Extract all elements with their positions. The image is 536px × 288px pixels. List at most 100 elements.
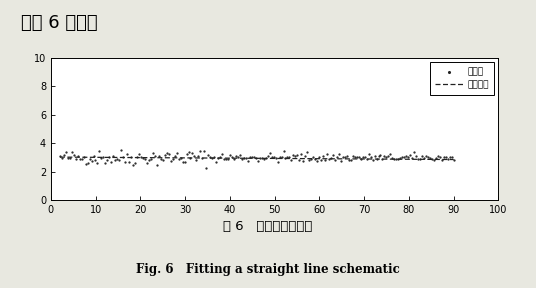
边界点 bbox=[89, 154, 98, 159]
边界点 bbox=[378, 157, 387, 161]
边界点 bbox=[303, 150, 311, 154]
边界点 bbox=[431, 156, 440, 160]
边界点 bbox=[85, 157, 94, 162]
边界点 bbox=[162, 151, 171, 156]
Legend: 边界点, 拟合直线: 边界点, 拟合直线 bbox=[430, 62, 494, 94]
边界点 bbox=[394, 157, 403, 161]
边界点 bbox=[437, 158, 446, 162]
边界点 bbox=[315, 155, 323, 160]
边界点 bbox=[382, 154, 391, 159]
Text: 图 6   直线拟合示意图: 图 6 直线拟合示意图 bbox=[224, 220, 312, 233]
边界点 bbox=[333, 155, 341, 159]
边界点 bbox=[440, 155, 448, 159]
边界点 bbox=[345, 157, 353, 162]
边界点 bbox=[327, 156, 336, 160]
边界点 bbox=[159, 158, 167, 162]
边界点 bbox=[283, 154, 292, 159]
边界点 bbox=[293, 153, 302, 158]
Text: Fig. 6   Fitting a straight line schematic: Fig. 6 Fitting a straight line schematic bbox=[136, 263, 400, 276]
边界点 bbox=[319, 154, 327, 159]
边界点 bbox=[301, 154, 310, 158]
边界点 bbox=[79, 154, 88, 159]
边界点 bbox=[368, 157, 377, 162]
边界点 bbox=[70, 153, 78, 157]
边界点 bbox=[412, 154, 420, 158]
边界点 bbox=[194, 154, 203, 158]
边界点 bbox=[140, 156, 149, 161]
边界点 bbox=[184, 149, 193, 154]
边界点 bbox=[340, 155, 349, 159]
Text: 如图 6 所示。: 如图 6 所示。 bbox=[21, 14, 98, 32]
边界点 bbox=[281, 156, 290, 160]
边界点 bbox=[404, 155, 413, 160]
边界点 bbox=[192, 158, 200, 162]
边界点 bbox=[276, 155, 284, 160]
边界点 bbox=[57, 156, 66, 160]
边界点 bbox=[147, 157, 155, 162]
边界点 bbox=[376, 153, 385, 158]
边界点 bbox=[131, 160, 139, 165]
边界点 bbox=[442, 154, 450, 159]
边界点 bbox=[299, 158, 308, 163]
边界点 bbox=[348, 154, 357, 159]
边界点 bbox=[95, 149, 104, 154]
边界点 bbox=[309, 155, 317, 160]
边界点 bbox=[109, 154, 117, 158]
边界点 bbox=[251, 156, 260, 160]
边界点 bbox=[370, 154, 379, 158]
边界点 bbox=[151, 154, 159, 158]
边界点 bbox=[337, 159, 345, 164]
边界点 bbox=[449, 157, 458, 162]
边界点 bbox=[188, 151, 197, 156]
边界点 bbox=[174, 157, 183, 162]
边界点 bbox=[443, 157, 452, 161]
边界点 bbox=[426, 155, 434, 160]
边界点 bbox=[208, 156, 217, 160]
边界点 bbox=[386, 151, 394, 156]
边界点 bbox=[242, 156, 250, 161]
边界点 bbox=[198, 155, 207, 160]
边界点 bbox=[351, 155, 359, 159]
边界点 bbox=[224, 156, 233, 161]
边界点 bbox=[182, 152, 191, 156]
边界点 bbox=[230, 156, 239, 161]
边界点 bbox=[418, 154, 426, 159]
边界点 bbox=[107, 160, 116, 164]
边界点 bbox=[117, 147, 125, 152]
边界点 bbox=[123, 152, 131, 156]
边界点 bbox=[148, 151, 157, 156]
边界点 bbox=[402, 154, 411, 158]
边界点 bbox=[305, 158, 314, 162]
边界点 bbox=[210, 155, 219, 160]
边界点 bbox=[287, 158, 296, 162]
边界点 bbox=[228, 154, 236, 159]
边界点 bbox=[145, 158, 153, 163]
边界点 bbox=[56, 154, 64, 158]
边界点 bbox=[115, 158, 123, 162]
边界点 bbox=[243, 159, 252, 163]
边界点 bbox=[366, 154, 375, 159]
边界点 bbox=[396, 155, 405, 160]
边界点 bbox=[133, 154, 142, 159]
边界点 bbox=[339, 155, 347, 159]
边界点 bbox=[77, 157, 86, 161]
边界点 bbox=[313, 159, 322, 163]
边界点 bbox=[81, 162, 90, 166]
边界点 bbox=[65, 156, 74, 160]
边界点 bbox=[390, 156, 399, 161]
边界点 bbox=[76, 157, 84, 161]
边界点 bbox=[63, 156, 72, 160]
边界点 bbox=[204, 153, 213, 158]
边界点 bbox=[121, 159, 130, 164]
边界点 bbox=[101, 161, 110, 166]
边界点 bbox=[423, 154, 432, 159]
边界点 bbox=[353, 155, 361, 159]
边界点 bbox=[406, 152, 414, 157]
边界点 bbox=[190, 154, 199, 158]
边界点 bbox=[226, 153, 234, 158]
边界点 bbox=[400, 155, 408, 159]
边界点 bbox=[398, 154, 406, 159]
边界点 bbox=[170, 154, 179, 158]
边界点 bbox=[448, 155, 456, 160]
边界点 bbox=[212, 160, 220, 164]
